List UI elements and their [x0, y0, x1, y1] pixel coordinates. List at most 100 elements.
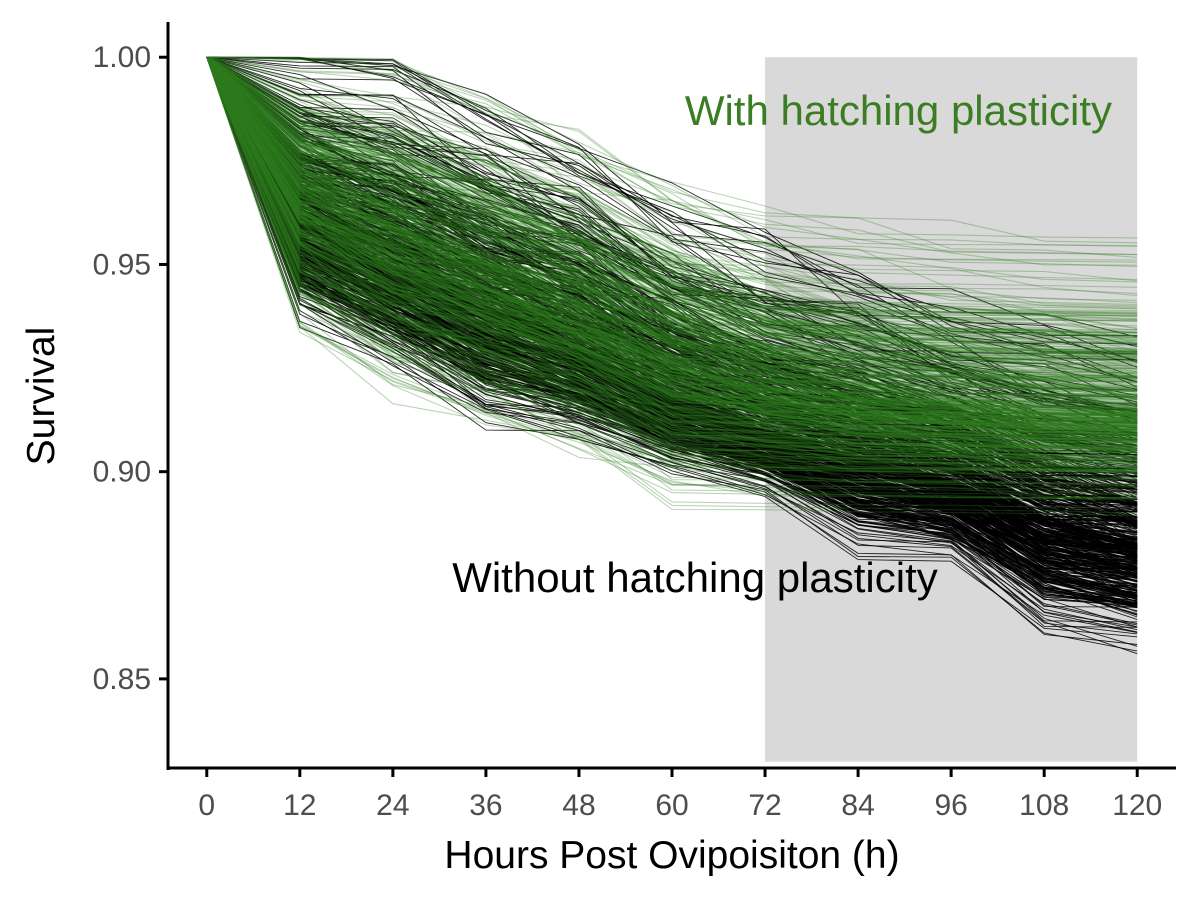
survival-run-line: [206, 56, 1138, 378]
survival-run-line: [206, 56, 1138, 411]
survival-run-line: [206, 56, 1138, 345]
survival-run-line: [206, 56, 1138, 471]
survival-run-line: [206, 57, 1138, 628]
survival-run-line: [206, 56, 1138, 426]
survival-run-line: [206, 56, 1138, 434]
survival-run-line: [206, 56, 1138, 392]
survival-run-line: [206, 56, 1138, 420]
survival-run-line: [206, 56, 1138, 468]
survival-run-line: [206, 56, 1138, 471]
survival-run-line: [206, 57, 1138, 516]
survival-run-line: [206, 56, 1138, 372]
survival-run-line: [206, 56, 1138, 413]
survival-run-line: [206, 56, 1138, 406]
survival-run-line: [206, 56, 1138, 431]
survival-run-line: [206, 56, 1138, 387]
survival-run-line: [206, 56, 1138, 383]
survival-run-line: [206, 57, 1138, 485]
survival-run-line: [206, 56, 1138, 361]
survival-run-line: [206, 56, 1138, 338]
survival-run-line: [206, 56, 1138, 487]
survival-run-line: [206, 56, 1138, 473]
survival-run-line: [206, 56, 1138, 442]
survival-run-line: [206, 56, 1138, 430]
survival-run-line: [206, 56, 1138, 399]
survival-run-line: [206, 56, 1138, 428]
survival-run-line: [206, 56, 1138, 454]
survival-run-line: [206, 57, 1138, 579]
survival-run-line: [206, 56, 1138, 413]
survival-run-line: [206, 56, 1138, 370]
survival-run-line: [206, 56, 1138, 463]
survival-run-line: [206, 56, 1138, 396]
survival-run-line: [206, 56, 1138, 379]
survival-run-line: [206, 56, 1138, 417]
survival-run-line: [206, 56, 1138, 376]
survival-run-line: [206, 56, 1138, 379]
survival-run-line: [206, 56, 1138, 467]
survival-run-line: [206, 57, 1138, 565]
survival-run-line: [206, 56, 1138, 477]
survival-run-line: [206, 56, 1138, 415]
survival-run-line: [206, 56, 1138, 443]
survival-run-line: [206, 56, 1138, 385]
survival-run-line: [206, 57, 1138, 476]
survival-run-line: [206, 56, 1138, 499]
survival-run-line: [206, 56, 1138, 416]
survival-run-line: [206, 56, 1138, 383]
survival-run-line: [206, 56, 1138, 367]
survival-run-line: [206, 57, 1138, 491]
survival-run-line: [206, 56, 1138, 389]
survival-run-line: [206, 57, 1138, 615]
survival-run-line: [206, 56, 1138, 401]
survival-run-line: [206, 56, 1138, 345]
survival-run-line: [206, 56, 1138, 379]
survival-run-line: [206, 56, 1138, 337]
survival-run-line: [206, 56, 1138, 363]
survival-run-line: [206, 56, 1138, 440]
survival-run-line: [206, 56, 1138, 334]
x-tick-label: 108: [1019, 789, 1069, 822]
survival-run-line: [206, 56, 1138, 395]
survival-run-line: [206, 57, 1138, 501]
survival-run-line: [206, 56, 1138, 458]
survival-run-line: [206, 56, 1138, 309]
survival-run-line: [206, 56, 1138, 388]
survival-run-line: [206, 56, 1138, 337]
survival-run-line: [206, 56, 1138, 449]
survival-run-line: [206, 56, 1138, 438]
survival-run-line: [206, 56, 1138, 414]
survival-run-line: [206, 56, 1138, 425]
survival-run-line: [206, 56, 1138, 344]
survival-run-line: [206, 56, 1138, 407]
survival-run-line: [206, 56, 1138, 248]
survival-run-line: [206, 56, 1138, 441]
survival-run-line: [206, 56, 1138, 352]
survival-run-line: [206, 56, 1138, 448]
survival-run-line: [206, 56, 1138, 412]
survival-run-line: [206, 56, 1138, 433]
x-tick-label: 96: [934, 789, 967, 822]
survival-run-line: [206, 56, 1138, 432]
survival-run-line: [206, 56, 1138, 434]
survival-run-line: [206, 56, 1138, 399]
survival-run-line: [206, 56, 1138, 416]
survival-run-line: [206, 56, 1138, 450]
survival-run-line: [206, 56, 1138, 473]
x-tick-label: 24: [376, 789, 409, 822]
survival-run-line: [206, 56, 1138, 439]
survival-run-line: [206, 56, 1138, 409]
survival-run-line: [206, 56, 1138, 441]
survival-run-line: [206, 56, 1138, 451]
survival-run-line: [206, 56, 1138, 434]
survival-run-line: [206, 57, 1138, 635]
y-axis-title: Survival: [20, 327, 63, 466]
survival-run-line: [206, 56, 1138, 345]
survival-run-line: [206, 56, 1138, 317]
survival-run-line: [206, 56, 1138, 472]
survival-run-line: [206, 56, 1138, 312]
survival-run-line: [206, 57, 1138, 647]
survival-run-line: [206, 56, 1138, 460]
survival-run-line: [206, 56, 1138, 404]
y-tick-label: 0.95: [93, 248, 151, 281]
